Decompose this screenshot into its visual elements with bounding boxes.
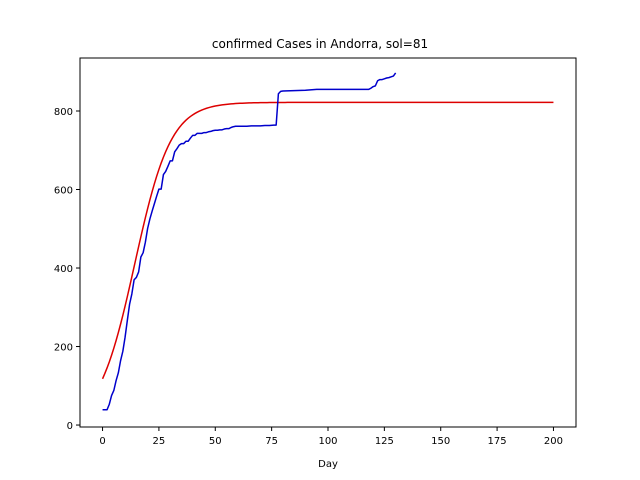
y-tick-label: 400 bbox=[54, 264, 73, 275]
x-axis: 0 25 50 75 100 125 150 175 200 bbox=[99, 427, 563, 447]
y-tick-label: 0 bbox=[67, 421, 73, 432]
y-tick-label: 200 bbox=[54, 343, 73, 354]
x-tick-label: 175 bbox=[488, 436, 507, 447]
x-tick-label: 75 bbox=[265, 436, 278, 447]
y-tick-label: 600 bbox=[54, 186, 73, 197]
x-tick-label: 50 bbox=[209, 436, 222, 447]
x-tick-label: 25 bbox=[153, 436, 166, 447]
plot-area bbox=[101, 72, 554, 411]
y-axis: 0 200 400 600 800 bbox=[54, 107, 80, 432]
x-tick-label: 125 bbox=[375, 436, 394, 447]
y-tick-label: 800 bbox=[54, 107, 73, 118]
confirmed-cases-line bbox=[102, 72, 397, 411]
x-tick-label: 200 bbox=[544, 436, 563, 447]
fit-curve-line bbox=[101, 101, 554, 380]
x-tick-label: 100 bbox=[318, 436, 337, 447]
x-tick-label: 0 bbox=[99, 436, 105, 447]
x-axis-label: Day bbox=[318, 459, 338, 470]
x-tick-label: 150 bbox=[431, 436, 450, 447]
chart-title: confirmed Cases in Andorra, sol=81 bbox=[212, 37, 428, 51]
